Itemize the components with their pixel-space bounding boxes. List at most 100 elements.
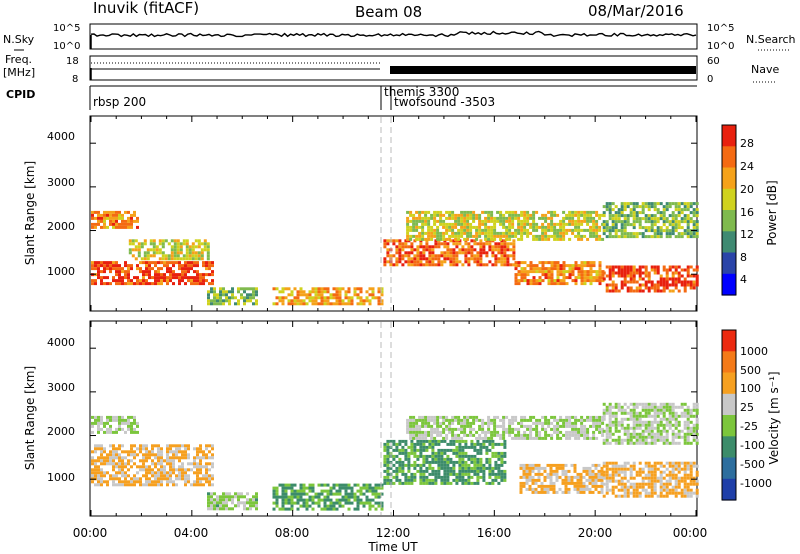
power-cell-r2-57 (167, 254, 171, 258)
power-cell-r4-124 (359, 299, 363, 303)
velocity-cell-r1-248 (166, 444, 169, 448)
velocity-cell-r3-148 (341, 495, 345, 499)
power-cell-r5-151 (452, 248, 456, 252)
power-cell-r8-172 (686, 268, 690, 272)
velocity-cell-r6-52 (537, 490, 541, 494)
velocity-cell-r8-288 (683, 432, 687, 436)
velocity-cell-r0-54 (130, 415, 133, 419)
velocity-cell-r5-240 (529, 415, 533, 419)
power-cell-r6-448 (580, 228, 584, 232)
velocity-cell-r7-273 (695, 464, 699, 468)
velocity-cell-r4-56 (398, 448, 402, 452)
velocity-cell-r8-132 (641, 405, 645, 409)
velocity-cell-r4-325 (470, 454, 474, 458)
velocity-cell-r0-58 (130, 430, 133, 434)
power-cell-r3-6 (210, 290, 213, 294)
velocity-cell-r7-23 (608, 488, 612, 492)
velocity-cell-r8-55 (617, 435, 621, 439)
velocity-cell-r1-47 (103, 459, 106, 463)
power-cell-r6-208 (484, 228, 488, 232)
power-cell-r6-212 (487, 210, 491, 214)
velocity-cell-r6-156 (585, 478, 589, 482)
power-cell-r7-39 (532, 276, 536, 280)
power-cell-r5-206 (479, 239, 483, 243)
velocity-cell-r5-276 (547, 421, 551, 425)
velocity-cell-r1-169 (142, 465, 145, 469)
velocity-cell-r1-402 (211, 483, 214, 487)
velocity-cell-r1-330 (187, 477, 190, 481)
velocity-cell-r8-230 (665, 429, 669, 433)
velocity-cell-r5-66 (433, 430, 437, 434)
power-cell-r7-168 (595, 279, 599, 283)
velocity-cell-r8-100 (632, 417, 636, 421)
velocity-cell-r4-190 (434, 460, 438, 464)
power-cell-r7-77 (550, 279, 554, 283)
velocity-cell-r1-359 (199, 459, 202, 463)
velocity-cell-r0-26 (109, 418, 112, 422)
power-cell-r2-75 (176, 248, 180, 252)
velocity-cell-r3-18 (281, 489, 285, 493)
velocity-cell-r6-196 (600, 484, 604, 488)
velocity-cell-r4-163 (428, 442, 432, 446)
velocity-cell-r4-3 (383, 454, 387, 458)
velocity-cell-r7-256 (689, 461, 693, 465)
velocity-cell-r7-267 (692, 461, 696, 465)
power-cell-r4-8 (281, 287, 285, 291)
velocity-cell-r1-87 (115, 474, 118, 478)
power-cell-r5-272 (506, 260, 510, 264)
velocity-cell-r4-243 (449, 439, 453, 443)
power-cell-r5-124 (440, 242, 444, 246)
power-cell-r0-19 (103, 213, 106, 217)
power-cell-r4-119 (356, 296, 360, 300)
power-cell-r8-41 (623, 271, 627, 275)
velocity-cell-r8-179 (653, 405, 657, 409)
velocity-cell-r3-12 (275, 504, 279, 508)
power-cell-r5-167 (458, 248, 462, 252)
velocity-cell-r3-158 (347, 483, 351, 487)
velocity-cell-r1-395 (211, 447, 214, 451)
power-cell-r5-200 (476, 242, 480, 246)
velocity-cell-r8-285 (683, 420, 687, 424)
velocity-cell-r5-15 (412, 421, 416, 425)
power-cell-r6-492 (598, 228, 602, 232)
velocity-cell-r8-237 (668, 408, 672, 412)
power-cell-r7-117 (571, 270, 575, 274)
velocity-cell-r8-62 (620, 420, 624, 424)
velocity-cell-r3-83 (308, 498, 312, 502)
velocity-cell-r2-31 (222, 504, 225, 508)
velocity-cell-r6-154 (585, 469, 589, 473)
power-cell-r6-39 (421, 210, 425, 214)
velocity-cell-r8-39 (614, 405, 618, 409)
velocity-cell-r5-80 (442, 415, 446, 419)
velocity-cell-r8-326 (695, 411, 699, 415)
velocity-cell-r8-278 (680, 414, 684, 418)
power-cell-r2-62 (170, 251, 174, 255)
power-cell-r7-23 (523, 276, 527, 280)
power-cell-r4-41 (305, 293, 309, 297)
velocity-cell-r4-221 (443, 451, 447, 455)
power-cell-r7-137 (580, 279, 584, 283)
power-cell-r5-64 (413, 248, 417, 252)
velocity-cell-r1-15 (94, 468, 97, 472)
velocity-cell-r4-135 (419, 475, 423, 479)
power-cell-r6-474 (592, 219, 596, 223)
velocity-cell-r5-222 (517, 436, 521, 440)
velocity-cell-r4-25 (386, 481, 390, 485)
power-cell-r7-71 (550, 261, 554, 265)
power-cell-r6-485 (595, 228, 599, 232)
power-cell-r2-108 (194, 251, 198, 255)
velocity-cell-r8-247 (671, 408, 675, 412)
velocity-cell-r4-79 (404, 454, 408, 458)
power-cell-r0-46 (118, 213, 121, 217)
velocity-cell-r4-396 (491, 445, 495, 449)
power-cell-r5-195 (473, 242, 477, 246)
velocity-cell-r0-52 (127, 424, 130, 428)
velocity-cell-r6-71 (546, 490, 550, 494)
velocity-cell-r1-206 (154, 444, 157, 448)
velocity-cell-r5-357 (589, 415, 593, 419)
power-cell-r2-16 (137, 254, 141, 258)
power-cell-r1-142 (166, 261, 169, 265)
power-cell-r5-127 (440, 260, 444, 264)
velocity-cell-r7-238 (683, 473, 687, 477)
velocity-cell-r5-334 (577, 427, 581, 431)
